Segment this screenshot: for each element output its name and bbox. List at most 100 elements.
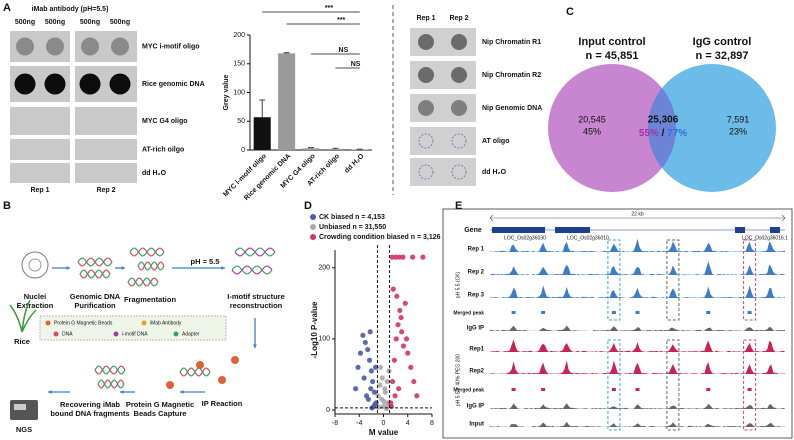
blot-row-label: dd H₂O xyxy=(482,169,507,176)
flow-arrow-head xyxy=(66,266,70,270)
point xyxy=(408,364,414,370)
point xyxy=(386,368,392,374)
x-tick-label: 4 xyxy=(406,420,410,427)
merged-peak xyxy=(611,388,616,391)
group-label: pH 5.5 (CK) xyxy=(455,271,461,298)
point xyxy=(371,389,378,395)
signal-track xyxy=(490,238,785,252)
merged-peak xyxy=(706,311,711,314)
blot-dot xyxy=(111,37,129,56)
signal-track xyxy=(490,360,785,374)
point xyxy=(368,386,374,392)
track-label: Merged peak xyxy=(453,310,484,316)
venn-overlap-pct: 55% / 77% xyxy=(639,128,687,139)
legend-symbol xyxy=(310,224,316,230)
track-label: Rep 2 xyxy=(468,270,485,276)
blot-dot xyxy=(109,73,131,95)
significance-label: NS xyxy=(351,61,361,68)
point xyxy=(375,393,381,399)
error-bar xyxy=(332,147,339,149)
point xyxy=(400,254,406,260)
point xyxy=(394,293,400,299)
flow-arrow-head xyxy=(180,390,184,394)
nuclei-icon xyxy=(28,258,42,272)
track-label: Rep2 xyxy=(469,369,484,375)
significance-label: *** xyxy=(337,17,345,24)
point xyxy=(361,375,367,381)
column-label: 500ng xyxy=(45,19,65,26)
point xyxy=(410,254,416,260)
dna-icon xyxy=(94,365,126,375)
signal-track xyxy=(490,261,785,275)
rep-label: Rep 2 xyxy=(449,15,468,22)
error-bar xyxy=(308,147,314,149)
x-tick-label: 0 xyxy=(382,420,386,427)
blot-strip xyxy=(410,127,476,155)
step-label: Recovering iMab xyxy=(60,400,120,409)
step-label: Beads Capture xyxy=(134,409,187,418)
blot-dot xyxy=(16,37,34,56)
legend-label: iMab Antibody xyxy=(150,320,182,326)
gene-name: LOC_Os02g36016.1 xyxy=(742,235,788,241)
bead-icon xyxy=(166,381,174,389)
point xyxy=(382,386,388,392)
point xyxy=(405,350,411,356)
venn-pct-part: / xyxy=(662,128,665,139)
step-label: Nuclei xyxy=(24,292,47,301)
dna-icon xyxy=(77,257,113,267)
highlight-box xyxy=(607,339,621,431)
significance-label: *** xyxy=(325,5,333,12)
blot-row-label: Nip Chromatin R2 xyxy=(482,72,541,79)
point xyxy=(393,336,399,342)
bar xyxy=(351,149,369,150)
point xyxy=(360,332,366,338)
flow-arrow-head xyxy=(221,266,225,270)
step-label: pH = 5.5 xyxy=(191,257,220,266)
step-label: IP Reaction xyxy=(202,399,243,408)
step-label: I-motif structure xyxy=(227,292,285,301)
blot-strip xyxy=(10,139,70,160)
dna-icon xyxy=(129,247,165,257)
gene-label: Gene xyxy=(464,227,482,234)
step-label: Extraction xyxy=(17,301,54,310)
gene-exon xyxy=(735,227,745,233)
legend-symbol xyxy=(113,331,119,337)
x-tick-label: dd H₂O xyxy=(344,152,366,174)
venn-title: IgG control xyxy=(693,36,752,48)
dna-icon xyxy=(79,269,111,279)
y-tick-label: 0 xyxy=(326,407,330,414)
signal-track xyxy=(490,325,785,331)
step-label: bound DNA fragments xyxy=(50,409,129,418)
blot-strip xyxy=(75,107,137,135)
point xyxy=(365,396,371,402)
column-label: 500ng xyxy=(110,19,130,26)
blot-row-label: MYC G4 oligo xyxy=(142,118,188,125)
point xyxy=(353,386,359,392)
venn-pct: 45% xyxy=(583,126,601,136)
legend-symbol xyxy=(173,331,179,337)
point xyxy=(414,393,420,399)
y-tick-label: 200 xyxy=(318,265,330,272)
nuclei-icon xyxy=(21,251,49,279)
blot-dot xyxy=(451,34,467,50)
point xyxy=(397,307,403,314)
point xyxy=(357,350,364,356)
blot-strip xyxy=(75,163,137,183)
blot-dot xyxy=(451,100,467,116)
x-tick-label: -4 xyxy=(356,420,362,427)
empty-dot xyxy=(418,164,434,180)
step-label: reconstruction xyxy=(230,301,283,310)
point xyxy=(398,314,404,321)
flow-arrow-head xyxy=(120,390,124,394)
point xyxy=(402,300,408,306)
blot-row-label: AT oligo xyxy=(482,138,509,145)
blot-row-label: MYC i-motif oligo xyxy=(142,43,200,50)
point xyxy=(362,339,368,346)
point xyxy=(368,368,374,374)
step-label: Genomic DNA xyxy=(70,292,121,301)
y-axis-label: -Log10 P-value xyxy=(310,301,319,358)
point xyxy=(391,357,398,363)
y-tick-label: 100 xyxy=(318,336,330,343)
venn-title: Input control xyxy=(578,36,645,48)
